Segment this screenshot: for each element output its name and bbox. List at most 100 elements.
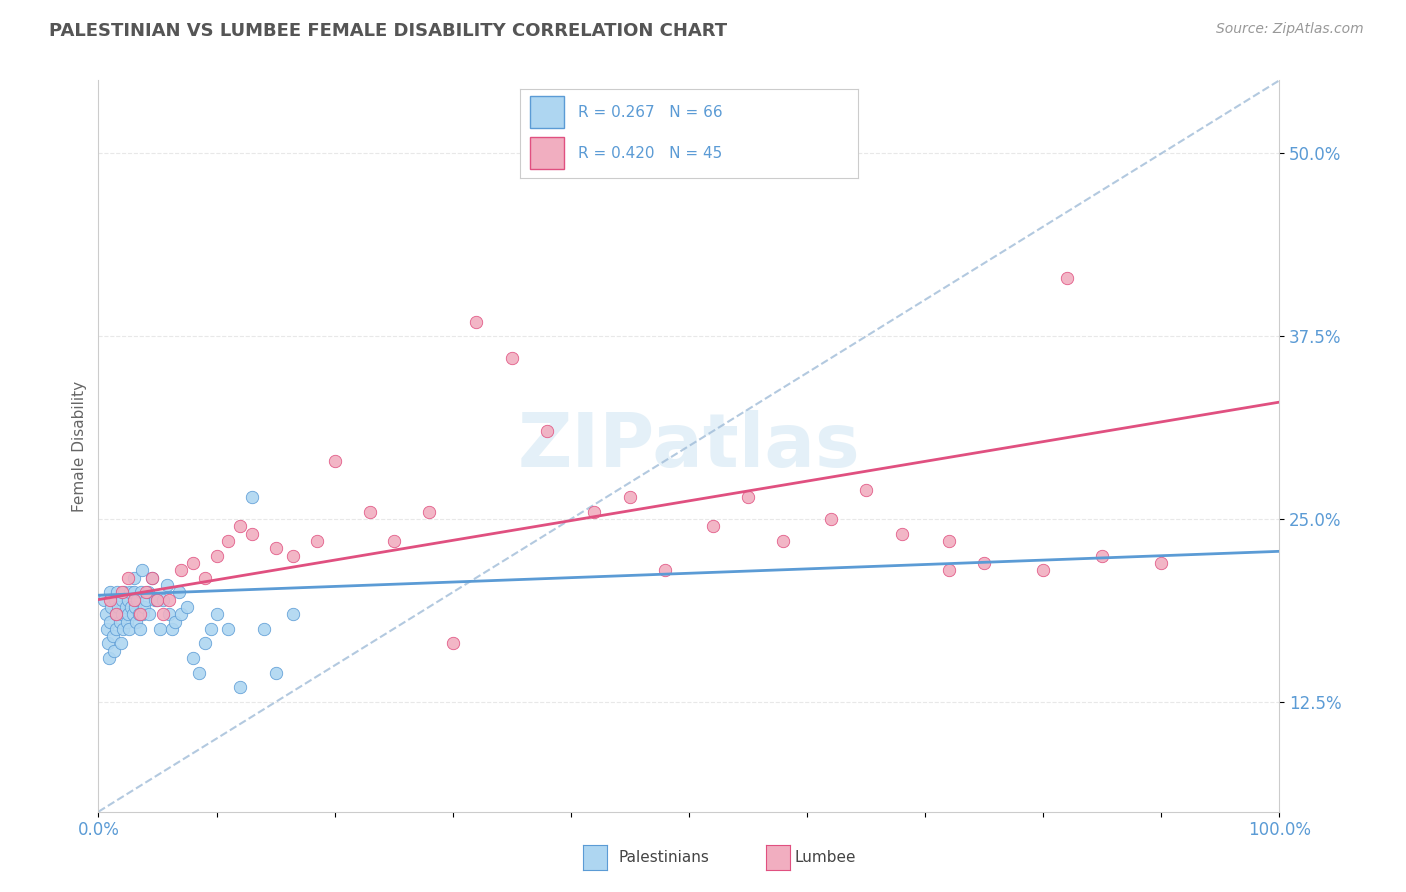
Point	[135, 585, 157, 599]
Point	[111, 592, 134, 607]
Point	[217, 534, 239, 549]
Point	[152, 607, 174, 622]
Point	[264, 665, 287, 680]
Point	[194, 636, 217, 650]
Text: R = 0.420   N = 45: R = 0.420 N = 45	[578, 146, 721, 161]
Point	[103, 644, 125, 658]
Point	[94, 607, 117, 622]
Point	[418, 505, 440, 519]
Point	[128, 622, 150, 636]
Point	[205, 607, 228, 622]
Point	[105, 585, 128, 599]
Point	[121, 599, 143, 614]
Point	[253, 622, 276, 636]
Point	[152, 592, 174, 607]
Point	[122, 571, 145, 585]
Point	[134, 599, 156, 614]
Point	[167, 585, 190, 599]
Point	[143, 592, 166, 607]
Point	[170, 563, 193, 577]
Point	[112, 585, 135, 599]
Text: R = 0.267   N = 66: R = 0.267 N = 66	[578, 105, 723, 120]
Point	[170, 607, 193, 622]
Point	[157, 607, 180, 622]
Point	[973, 556, 995, 570]
Text: Lumbee: Lumbee	[794, 850, 856, 865]
Point	[98, 615, 121, 629]
Bar	[530, 96, 564, 128]
Point	[118, 622, 141, 636]
Point	[117, 571, 139, 585]
Point	[96, 622, 118, 636]
Point	[156, 578, 179, 592]
Point	[619, 490, 641, 504]
Point	[98, 585, 121, 599]
Point	[98, 651, 121, 665]
Point	[187, 665, 209, 680]
Point	[111, 585, 134, 599]
Point	[124, 599, 146, 614]
Point	[441, 636, 464, 650]
Point	[283, 607, 305, 622]
Point	[465, 315, 488, 329]
Point	[101, 629, 124, 643]
Point	[97, 636, 120, 650]
Point	[1091, 549, 1114, 563]
Point	[737, 490, 759, 504]
Point	[136, 585, 159, 599]
Point	[115, 615, 138, 629]
Point	[111, 607, 134, 622]
Point	[176, 599, 198, 614]
Point	[264, 541, 287, 556]
Point	[112, 622, 135, 636]
Text: PALESTINIAN VS LUMBEE FEMALE DISABILITY CORRELATION CHART: PALESTINIAN VS LUMBEE FEMALE DISABILITY …	[49, 22, 727, 40]
Point	[359, 505, 381, 519]
Point	[654, 563, 676, 577]
Point	[240, 490, 263, 504]
Point	[146, 592, 169, 607]
Point	[105, 607, 128, 622]
Point	[1032, 563, 1054, 577]
Point	[121, 607, 143, 622]
Point	[149, 622, 172, 636]
Point	[1056, 270, 1078, 285]
Point	[1150, 556, 1173, 570]
Point	[93, 592, 115, 607]
Point	[122, 585, 145, 599]
Point	[305, 534, 328, 549]
Point	[536, 425, 558, 439]
Point	[181, 556, 204, 570]
Bar	[530, 137, 564, 169]
Point	[129, 585, 152, 599]
Point	[323, 453, 346, 467]
Point	[146, 592, 169, 607]
Point	[127, 592, 149, 607]
Point	[105, 622, 128, 636]
Point	[240, 526, 263, 541]
Point	[382, 534, 405, 549]
Point	[283, 549, 305, 563]
Point	[938, 563, 960, 577]
Text: ZIPatlas: ZIPatlas	[517, 409, 860, 483]
Text: Source: ZipAtlas.com: Source: ZipAtlas.com	[1216, 22, 1364, 37]
Point	[501, 351, 523, 366]
Point	[107, 599, 129, 614]
Point	[141, 571, 163, 585]
Point	[100, 599, 122, 614]
Point	[200, 622, 222, 636]
Point	[132, 607, 155, 622]
Point	[890, 526, 912, 541]
Point	[141, 571, 163, 585]
Point	[105, 607, 128, 622]
Point	[772, 534, 794, 549]
Point	[160, 622, 183, 636]
Point	[217, 622, 239, 636]
Point	[820, 512, 842, 526]
Point	[122, 592, 145, 607]
Point	[855, 483, 877, 497]
Point	[117, 607, 139, 622]
Point	[135, 592, 157, 607]
Point	[114, 599, 136, 614]
Point	[583, 505, 606, 519]
Point	[165, 615, 187, 629]
